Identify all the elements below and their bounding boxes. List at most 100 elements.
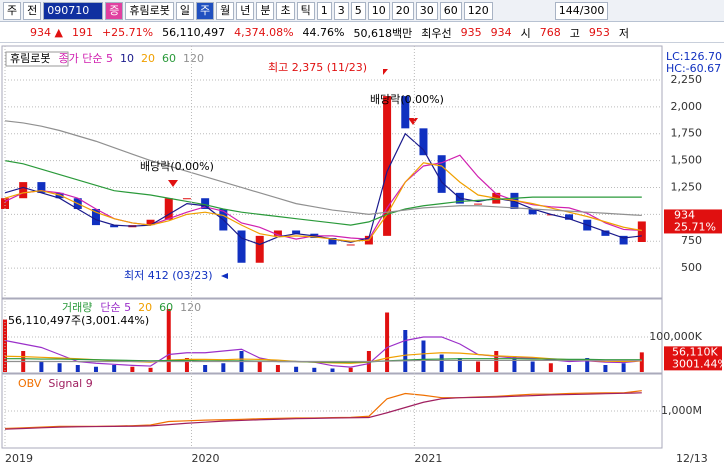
quote-item: 191 [71,26,93,39]
legend-entry: 120 [180,301,201,314]
toolbar-item[interactable]: 일 [175,1,194,20]
volume-bar [184,358,189,372]
volume-bar [476,361,481,372]
volume-bar [221,363,226,372]
toolbar: 주 전 090710 증 휴림로봇 일 주 월 년 분 초 틱 1 3 5 10 20 30 60 120 144/30… [0,0,724,22]
volume-bar [385,312,390,372]
quote-item: 시 [520,26,531,40]
candle [273,230,282,236]
candle [19,182,28,199]
volume-bar [203,365,208,372]
toolbar-item[interactable]: 틱 [296,1,315,20]
last-price: 934 [674,208,695,221]
toolbar-item[interactable]: 초 [276,1,295,20]
volume-bar [112,365,117,372]
toolbar-item[interactable]: 1 [316,1,332,20]
legend-title: 거래량 [62,301,92,314]
volume-bar [257,361,262,372]
volume-note: 56,110,497주(3,001.44%) [8,314,149,327]
quote-item: 935 [460,26,482,39]
quote-item: 고 [569,26,580,40]
toolbar-item[interactable]: 휴림로봇 [125,1,174,20]
volume-bar [275,365,280,372]
y-tick-label: 500 [681,261,702,274]
annotation: 배당락(0.00%) [370,93,444,106]
x-tick-label: 2021 [414,452,442,465]
x-tick-label: 2019 [5,452,33,465]
quote-item: 4,374.08% [234,26,294,39]
toolbar-item[interactable]: 60 [439,1,462,20]
candle [255,235,264,263]
panel-frame [1,45,663,299]
volume-bar [3,319,7,372]
toolbar-item[interactable]: 10 [367,1,390,20]
toolbar-item[interactable]: 090710 [43,1,104,20]
volume-bar [512,356,517,372]
ma-line [4,390,642,430]
toolbar-item[interactable]: 5 [350,1,366,20]
quote-item: 저 [618,26,629,40]
toolbar-item[interactable]: 120 [463,1,493,20]
quote-item: 최우선 [421,26,452,40]
panel-frame [1,373,663,449]
ma-line [4,120,642,217]
quote-item: 934 [490,26,512,39]
candle [383,96,392,236]
volume-bar [567,365,572,372]
candle [201,198,210,209]
toolbar-item[interactable]: 30 [415,1,438,20]
candle [1,198,9,209]
volume-bar [39,361,44,372]
legend-entry: 단순 5 [100,301,131,314]
quote-item: 50,618백만 [353,26,413,40]
volume-bar [294,366,299,372]
candle [346,244,355,246]
toolbar-item[interactable]: 월 [216,1,235,20]
toolbar-item[interactable]: 년 [236,1,255,20]
volume-bar [403,330,408,372]
annotation: 최저 412 (03/23) [124,269,213,282]
candle [565,214,574,220]
legend-entry: 20 [141,52,155,65]
arrow [168,180,178,187]
volume-bar [639,352,644,372]
y-tick-label: 1,750 [671,127,703,140]
toolbar-item[interactable]: 분 [256,1,275,20]
volume-bar [130,366,135,372]
toolbar-item[interactable]: 증 [105,1,124,20]
legend-entry: Signal 9 [48,377,92,390]
change-rate: 25.71% [674,220,716,233]
toolbar-item[interactable]: 144/300 [554,1,609,20]
volume-bar [312,367,317,372]
toolbar-item[interactable]: 주 [3,1,22,20]
volume-ratio: 3001.44% [672,357,724,370]
quote-item: +25.71% [101,26,154,39]
panel-frame [1,298,663,374]
arrow [383,69,388,75]
candle [528,208,537,215]
candle [91,208,100,226]
toolbar-item[interactable]: 전 [23,1,42,20]
y-tick-label: 2,250 [671,73,703,86]
toolbar-item[interactable]: 3 [333,1,349,20]
ma-line [4,132,642,246]
candle [328,238,337,245]
quote-item: 953 [588,26,610,39]
candle [146,219,155,226]
y-tick-label: 750 [681,234,702,247]
x-tick-label: 2020 [191,452,219,465]
y-tick-label: 1,500 [671,154,703,167]
annotation: 최고 2,375 (11/23) [268,61,367,74]
candle [419,128,428,156]
candle [619,235,628,245]
legend-box [5,51,69,67]
candle [401,96,410,129]
toolbar-item[interactable]: 주 [195,1,215,20]
volume-bar [75,365,80,372]
candle [474,203,483,205]
candle [37,182,46,193]
quote-item: 934 ▲ [30,26,63,39]
toolbar-item[interactable]: 20 [391,1,414,20]
y-tick-label: 2,000 [671,100,703,113]
